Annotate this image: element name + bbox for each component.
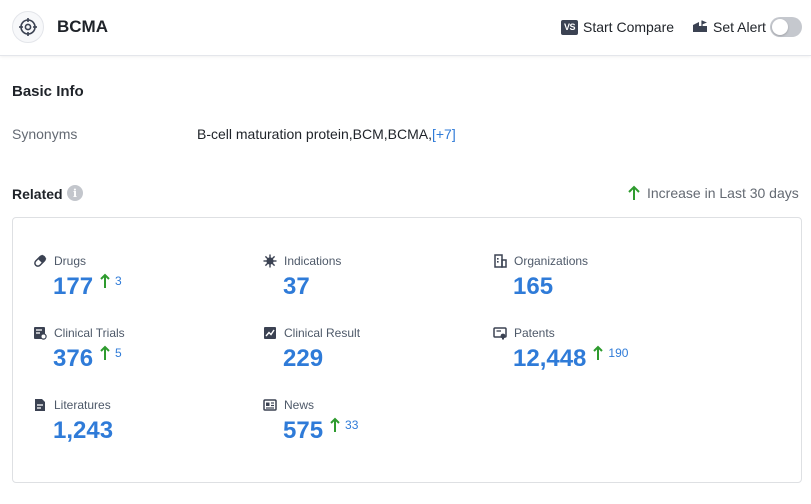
stat-value[interactable]: 177: [53, 273, 93, 301]
stat-patents: Patents 12,448 190: [493, 325, 628, 373]
start-compare-button[interactable]: VS Start Compare: [561, 18, 674, 36]
stat-news-header[interactable]: News: [263, 397, 358, 413]
stat-indications: Indications 37: [263, 253, 341, 301]
stat-increase: 33: [330, 417, 358, 433]
stat-news: News 575 33: [263, 397, 358, 445]
chart-document-icon: [263, 326, 277, 340]
increase-count: 3: [115, 274, 122, 288]
stat-indications-header[interactable]: Indications: [263, 253, 341, 269]
legend-label: Increase in Last 30 days: [647, 185, 799, 201]
stat-label: Clinical Trials: [54, 326, 125, 340]
stat-drugs-header[interactable]: Drugs: [33, 253, 122, 269]
pill-icon: [33, 254, 47, 268]
virus-icon: [263, 254, 277, 268]
newspaper-icon: [263, 398, 277, 412]
increase-arrow-icon: [593, 345, 603, 361]
increase-arrow-icon: [100, 345, 110, 361]
stat-value[interactable]: 37: [283, 273, 310, 301]
increase-count: 190: [608, 346, 628, 360]
increase-arrow-icon: [330, 417, 340, 433]
synonyms-value: B-cell maturation protein,BCM,BCMA,[+7]: [197, 126, 456, 142]
related-stats-card: Drugs 177 3 Indications 37 Organization: [12, 217, 802, 483]
related-title: Related: [12, 186, 63, 202]
alert-toggle[interactable]: [770, 17, 802, 37]
stat-clinical-trials: Clinical Trials 376 5: [33, 325, 125, 373]
stat-organizations: Organizations 165: [493, 253, 588, 301]
stat-literatures: Literatures 1,243: [33, 397, 113, 445]
versus-icon: VS: [561, 20, 578, 35]
patent-icon: [493, 326, 507, 340]
stat-label: Literatures: [54, 398, 111, 412]
increase-arrow-icon: [100, 273, 110, 289]
basic-info-title: Basic Info: [12, 83, 84, 100]
stat-increase: 5: [100, 345, 122, 361]
increase-arrow-icon: [628, 185, 640, 201]
stat-label: Clinical Result: [284, 326, 360, 340]
alert-flag-icon: [692, 20, 708, 34]
stat-clinical-result-header[interactable]: Clinical Result: [263, 325, 360, 341]
stat-value[interactable]: 165: [513, 273, 553, 301]
stat-patents-header[interactable]: Patents: [493, 325, 628, 341]
page-title: BCMA: [57, 17, 108, 37]
stat-label: News: [284, 398, 314, 412]
stat-label: Patents: [514, 326, 555, 340]
stat-increase: 190: [593, 345, 628, 361]
literature-icon: [33, 398, 47, 412]
stat-value[interactable]: 12,448: [513, 345, 586, 373]
stat-literatures-header[interactable]: Literatures: [33, 397, 113, 413]
stat-value[interactable]: 1,243: [53, 417, 113, 445]
stat-label: Indications: [284, 254, 341, 268]
info-icon[interactable]: i: [67, 185, 83, 201]
start-compare-label: Start Compare: [583, 19, 674, 35]
stat-clinical-trials-header[interactable]: Clinical Trials: [33, 325, 125, 341]
increase-legend: Increase in Last 30 days: [628, 184, 799, 202]
stat-drugs: Drugs 177 3: [33, 253, 122, 301]
stat-value[interactable]: 575: [283, 417, 323, 445]
increase-count: 33: [345, 418, 358, 432]
increase-count: 5: [115, 346, 122, 360]
synonyms-label: Synonyms: [12, 126, 77, 142]
page-header: BCMA VS Start Compare Set Alert: [0, 0, 811, 56]
stat-label: Organizations: [514, 254, 588, 268]
building-icon: [493, 254, 507, 268]
stat-value[interactable]: 229: [283, 345, 323, 373]
stat-increase: 3: [100, 273, 122, 289]
stat-value[interactable]: 376: [53, 345, 93, 373]
synonyms-text: B-cell maturation protein,BCM,BCMA,: [197, 126, 432, 142]
set-alert-button[interactable]: Set Alert: [692, 18, 766, 36]
clinical-trials-icon: [33, 326, 47, 340]
stat-label: Drugs: [54, 254, 86, 268]
stat-organizations-header[interactable]: Organizations: [493, 253, 588, 269]
target-icon: [12, 11, 44, 43]
stat-clinical-result: Clinical Result 229: [263, 325, 360, 373]
set-alert-label: Set Alert: [713, 19, 766, 35]
toggle-knob: [772, 19, 788, 35]
synonyms-more-link[interactable]: [+7]: [432, 126, 456, 142]
